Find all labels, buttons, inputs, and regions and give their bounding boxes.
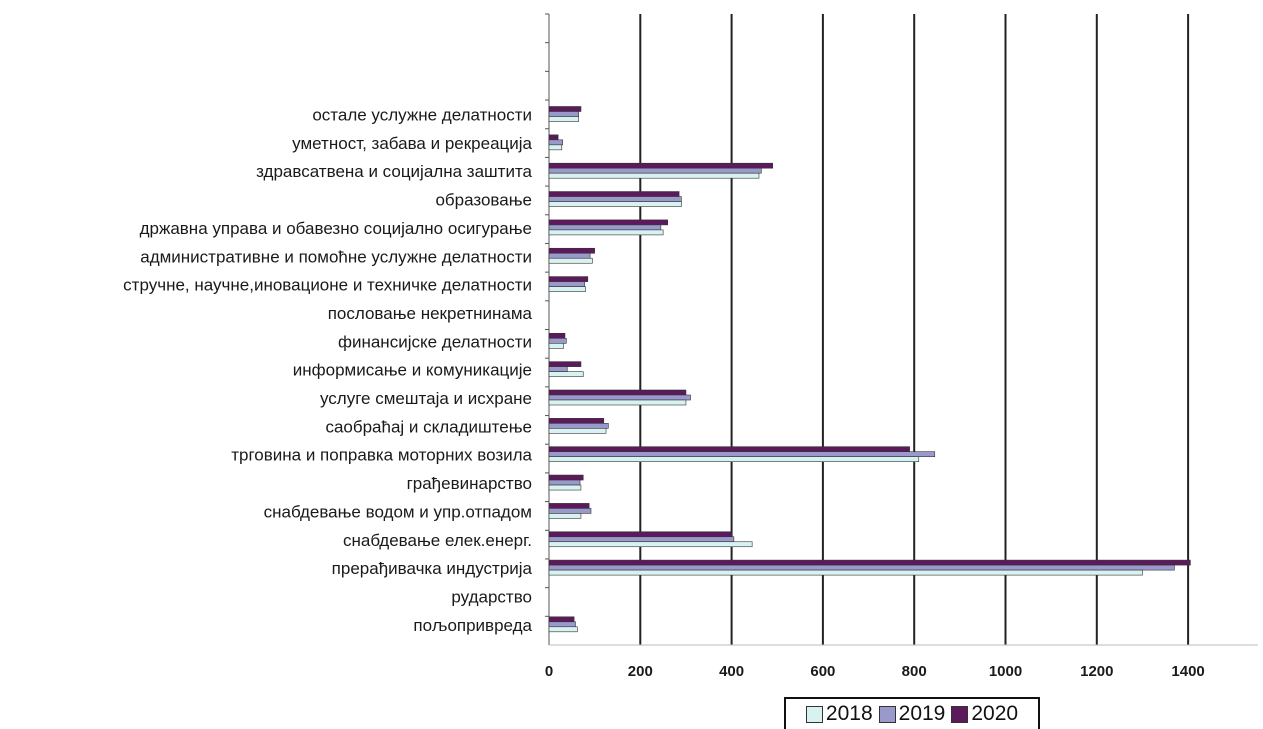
category-label: државна управа и обавезно социјално осиг…	[140, 219, 532, 238]
category-label: стручне, научне,иновационе и техничке де…	[123, 276, 532, 295]
bar-2019	[548, 394, 691, 401]
bar-2019	[548, 508, 592, 514]
category-label: информисање и комуникације	[293, 361, 532, 380]
bar-2019	[548, 536, 735, 543]
bar-2020	[548, 503, 590, 509]
legend-label-2018: 2018	[825, 702, 873, 725]
x-tick-label: 400	[719, 663, 744, 680]
bar-2019	[548, 111, 579, 117]
category-label: снабдевање елек.енерг.	[343, 531, 532, 550]
bar-2018	[548, 342, 564, 349]
bar-chart: 0 200 400 600 800 1000 1200 1400 остале услужне …	[123, 13, 1258, 680]
category-label: рударство	[451, 587, 532, 606]
category-label: остале услужне делатности	[312, 106, 532, 125]
x-tick-label: 1400	[1171, 663, 1204, 680]
bar-2018	[548, 229, 664, 236]
category-label: прерађивачка индустрија	[332, 559, 533, 578]
bar-2019	[548, 167, 762, 174]
category-label: услуге смештаја и исхране	[320, 389, 532, 408]
bar-2018	[548, 428, 607, 434]
bar-2018	[548, 626, 578, 633]
x-tick-label: 1200	[1080, 663, 1113, 680]
category-label: образовање	[435, 191, 532, 210]
bar-2019	[548, 451, 936, 458]
bar-2020	[548, 106, 582, 112]
bar-2019	[548, 196, 682, 202]
bar-2019	[548, 337, 567, 344]
category-label: здравсатвена и социјална заштита	[256, 162, 532, 181]
bar-2020	[548, 361, 582, 367]
bar-2018	[548, 144, 563, 151]
legend-swatch-2018	[805, 705, 823, 723]
bar-2019	[548, 366, 568, 372]
bar-2020	[548, 474, 584, 481]
bar-2018	[548, 513, 582, 519]
bar-2019	[548, 564, 1175, 571]
bar-2020	[548, 191, 680, 197]
x-tick-label: 1000	[989, 663, 1022, 680]
bar-2020	[548, 446, 910, 453]
legend-label-2020: 2020	[971, 702, 1019, 725]
category-label: финансијске делатности	[338, 332, 532, 351]
bar-2020	[548, 332, 566, 339]
legend-swatch-2019	[878, 705, 896, 723]
legend-item-2018: 2018	[805, 702, 873, 726]
bar-2020	[548, 162, 773, 169]
bar-2019	[548, 479, 581, 486]
chart-legend: 2018 2019 2020	[784, 697, 1040, 729]
bar-2018	[548, 257, 593, 264]
bar-2019	[548, 139, 563, 146]
bar-2018	[548, 484, 582, 491]
bar-2019	[548, 281, 585, 287]
bar-2018	[548, 201, 682, 207]
bar-2020	[548, 559, 1191, 566]
legend-item-2019: 2019	[878, 702, 946, 726]
bar-2018	[548, 399, 687, 406]
bar-2019	[548, 423, 609, 429]
bar-2018	[548, 541, 753, 548]
bar-2020	[548, 247, 595, 254]
bar-2020	[548, 418, 605, 424]
bar-2020	[548, 134, 559, 141]
bar-2020	[548, 389, 687, 396]
legend-label-2019: 2019	[898, 702, 946, 725]
legend-swatch-2020	[951, 705, 969, 723]
bar-2020	[548, 276, 589, 282]
bar-2019	[548, 252, 591, 259]
x-tick-label: 0	[545, 663, 553, 680]
x-tick-label: 800	[902, 663, 927, 680]
bar-2018	[548, 116, 579, 122]
category-label: административне и помоћне услужне делатн…	[140, 247, 532, 266]
category-label: саобраћај и складиштење	[325, 417, 532, 436]
category-label: пословање некретнинама	[328, 304, 533, 323]
category-label: грађевинарство	[407, 474, 532, 493]
bar-2018	[548, 569, 1143, 576]
legend-item-2020: 2020	[951, 702, 1018, 726]
bar-2018	[548, 172, 760, 179]
bar-2018	[548, 286, 586, 292]
bar-2020	[548, 219, 668, 226]
bar-2019	[548, 621, 576, 628]
bar-2019	[548, 224, 662, 231]
bar-2018	[548, 456, 920, 463]
bar-2020	[548, 616, 575, 623]
category-label: снабдевање водом и упр.отпадом	[264, 502, 532, 521]
x-tick-label: 200	[628, 663, 653, 680]
category-label: пољопривреда	[413, 616, 532, 635]
x-tick-label: 600	[810, 663, 835, 680]
category-label: уметност, забава и рекреација	[292, 134, 532, 153]
bar-2018	[548, 371, 584, 377]
bar-2020	[548, 531, 732, 538]
category-label: трговина и поправка моторних возила	[231, 446, 532, 465]
